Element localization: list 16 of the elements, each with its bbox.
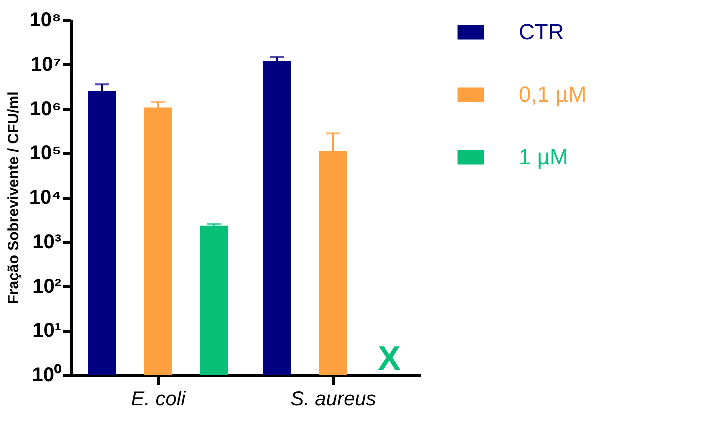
y-tick-label: 10⁷ xyxy=(31,54,62,76)
legend-label: CTR xyxy=(519,20,564,44)
y-tick-label: 10² xyxy=(32,276,62,298)
legend-label: 1 µM xyxy=(519,144,568,170)
y-tick-label: 10⁰ xyxy=(32,364,62,386)
annotation: X xyxy=(378,340,402,378)
y-tick-label: 10⁸ xyxy=(30,10,62,32)
x-tick-label: E. coli xyxy=(131,388,186,410)
y-tick-label: 10¹ xyxy=(32,320,62,342)
x-tick-label: S. aureus xyxy=(290,388,376,410)
y-tick-label: 10⁴ xyxy=(29,187,62,209)
legend-label: 0,1 µM xyxy=(519,82,587,107)
y-tick-label: 10³ xyxy=(32,231,62,254)
y-tick-label: 10⁶ xyxy=(30,98,62,120)
y-tick-label: 10⁵ xyxy=(30,142,62,165)
y-axis-title: Fração Sobrevivente / CFU/ml xyxy=(5,92,22,304)
